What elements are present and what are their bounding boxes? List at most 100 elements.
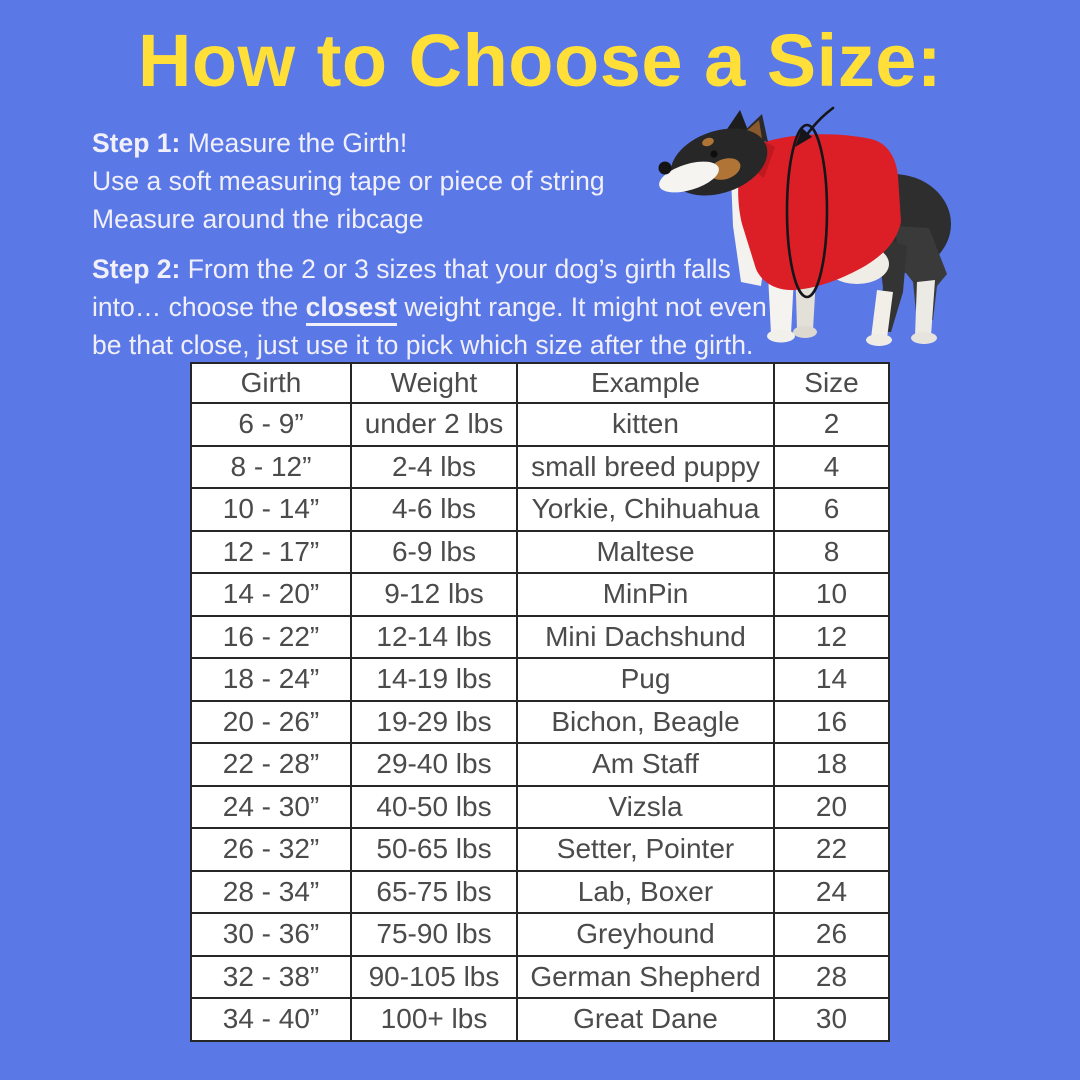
cell-weight: 100+ lbs <box>350 997 518 1042</box>
cell-example: Lab, Boxer <box>516 869 775 914</box>
cell-girth: 18 - 24” <box>190 657 352 702</box>
step2-line2-after: weight range. It might not even <box>404 292 767 322</box>
column-header-weight: Weight <box>350 362 518 404</box>
cell-example: Yorkie, Chihuahua <box>516 487 775 532</box>
step2-emphasis: closest <box>305 292 397 326</box>
cell-example: Pug <box>516 657 775 702</box>
girth-arrow-icon <box>785 106 835 299</box>
table-row: 32 - 38” 90-105 lbs German Shepherd 28 <box>190 954 890 999</box>
step1-line1: Step 1: Measure the Girth! <box>92 124 792 162</box>
cell-weight: 75-90 lbs <box>350 912 518 957</box>
cell-size: 2 <box>773 402 890 447</box>
cell-weight: 65-75 lbs <box>350 869 518 914</box>
size-chart-table: Girth Weight Example Size 6 - 9” under 2 … <box>190 362 890 1042</box>
cell-example: German Shepherd <box>516 954 775 999</box>
step2-line1: Step 2: From the 2 or 3 sizes that your … <box>92 250 792 288</box>
step1-label: Step 1: <box>92 128 181 158</box>
column-header-example: Example <box>516 362 775 404</box>
cell-girth: 12 - 17” <box>190 529 352 574</box>
cell-girth: 26 - 32” <box>190 827 352 872</box>
cell-weight: 14-19 lbs <box>350 657 518 702</box>
cell-example: Maltese <box>516 529 775 574</box>
cell-girth: 34 - 40” <box>190 997 352 1042</box>
cell-example: Am Staff <box>516 742 775 787</box>
column-header-girth: Girth <box>190 362 352 404</box>
table-row: 14 - 20” 9-12 lbs MinPin 10 <box>190 572 890 617</box>
cell-weight: 4-6 lbs <box>350 487 518 532</box>
cell-size: 26 <box>773 912 890 957</box>
table-row: 30 - 36” 75-90 lbs Greyhound 26 <box>190 912 890 957</box>
cell-weight: 6-9 lbs <box>350 529 518 574</box>
cell-weight: 50-65 lbs <box>350 827 518 872</box>
cell-example: Bichon, Beagle <box>516 699 775 744</box>
table-row: 28 - 34” 65-75 lbs Lab, Boxer 24 <box>190 869 890 914</box>
cell-size: 12 <box>773 614 890 659</box>
cell-example: MinPin <box>516 572 775 617</box>
cell-girth: 8 - 12” <box>190 444 352 489</box>
step1-line3: Measure around the ribcage <box>92 204 424 234</box>
step2-line2-before: into… choose the <box>92 292 299 322</box>
table-row: 6 - 9” under 2 lbs kitten 2 <box>190 402 890 447</box>
page-title: How to Choose a Size: <box>137 19 942 102</box>
cell-example: Vizsla <box>516 784 775 829</box>
cell-size: 28 <box>773 954 890 999</box>
size-chart-body: 6 - 9” under 2 lbs kitten 2 8 - 12” 2-4 lbs sm… <box>190 402 890 1042</box>
cell-size: 22 <box>773 827 890 872</box>
cell-girth: 16 - 22” <box>190 614 352 659</box>
cell-example: Mini Dachshund <box>516 614 775 659</box>
table-row: 24 - 30” 40-50 lbs Vizsla 20 <box>190 784 890 829</box>
cell-size: 18 <box>773 742 890 787</box>
cell-size: 16 <box>773 699 890 744</box>
cell-girth: 28 - 34” <box>190 869 352 914</box>
cell-weight: 29-40 lbs <box>350 742 518 787</box>
cell-weight: 40-50 lbs <box>350 784 518 829</box>
table-row: 26 - 32” 50-65 lbs Setter, Pointer 22 <box>190 827 890 872</box>
table-row: 12 - 17” 6-9 lbs Maltese 8 <box>190 529 890 574</box>
cell-size: 8 <box>773 529 890 574</box>
cell-girth: 32 - 38” <box>190 954 352 999</box>
dog-head <box>658 110 768 196</box>
cell-example: Great Dane <box>516 997 775 1042</box>
cell-example: Greyhound <box>516 912 775 957</box>
cell-size: 6 <box>773 487 890 532</box>
cell-girth: 6 - 9” <box>190 402 352 447</box>
cell-size: 24 <box>773 869 890 914</box>
cell-size: 20 <box>773 784 890 829</box>
step2-line2: into… choose the closest weight range. I… <box>92 288 792 326</box>
cell-weight: 9-12 lbs <box>350 572 518 617</box>
step1-line2: Use a soft measuring tape or piece of st… <box>92 166 605 196</box>
instructions: Step 1: Measure the Girth! Use a soft me… <box>92 124 792 364</box>
cell-girth: 20 - 26” <box>190 699 352 744</box>
cell-girth: 24 - 30” <box>190 784 352 829</box>
cell-weight: 19-29 lbs <box>350 699 518 744</box>
dog-illustration <box>658 106 951 346</box>
cell-girth: 30 - 36” <box>190 912 352 957</box>
cell-girth: 10 - 14” <box>190 487 352 532</box>
cell-size: 30 <box>773 997 890 1042</box>
table-row: 16 - 22” 12-14 lbs Mini Dachshund 12 <box>190 614 890 659</box>
header-row: Girth Weight Example Size <box>190 362 890 404</box>
cell-example: small breed puppy <box>516 444 775 489</box>
table-row: 22 - 28” 29-40 lbs Am Staff 18 <box>190 742 890 787</box>
column-header-size: Size <box>773 362 890 404</box>
table-row: 10 - 14” 4-6 lbs Yorkie, Chihuahua 6 <box>190 487 890 532</box>
cell-example: kitten <box>516 402 775 447</box>
cell-girth: 14 - 20” <box>190 572 352 617</box>
cell-size: 10 <box>773 572 890 617</box>
table-row: 20 - 26” 19-29 lbs Bichon, Beagle 16 <box>190 699 890 744</box>
cell-example: Setter, Pointer <box>516 827 775 872</box>
cell-weight: 90-105 lbs <box>350 954 518 999</box>
cell-girth: 22 - 28” <box>190 742 352 787</box>
table-row: 8 - 12” 2-4 lbs small breed puppy 4 <box>190 444 890 489</box>
cell-weight: 12-14 lbs <box>350 614 518 659</box>
step1-heading: Measure the Girth! <box>187 128 408 158</box>
step2-line3: be that close, just use it to pick which… <box>92 330 754 360</box>
cell-weight: under 2 lbs <box>350 402 518 447</box>
step2-line1-rest: From the 2 or 3 sizes that your dog’s gi… <box>187 254 731 284</box>
table-row: 34 - 40” 100+ lbs Great Dane 30 <box>190 997 890 1042</box>
cell-size: 14 <box>773 657 890 702</box>
dog-photo <box>645 106 963 348</box>
table-row: 18 - 24” 14-19 lbs Pug 14 <box>190 657 890 702</box>
cell-size: 4 <box>773 444 890 489</box>
